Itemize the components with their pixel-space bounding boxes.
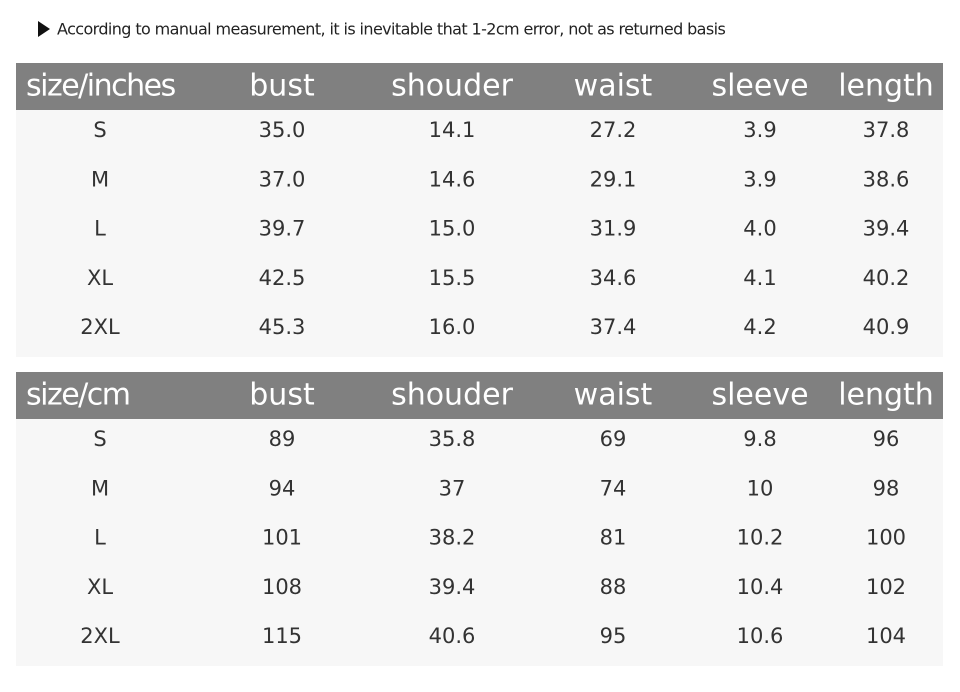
header-cell: waist	[574, 378, 653, 413]
table-cell: 89	[269, 427, 296, 451]
table-cell: 88	[600, 575, 627, 599]
table-cell: 10	[747, 476, 774, 500]
table-cell: L	[94, 526, 106, 550]
table-cell: 100	[866, 526, 906, 550]
table-cell: 4.2	[743, 315, 776, 339]
table-cell: 40.9	[863, 315, 910, 339]
table-cell: 16.0	[429, 315, 476, 339]
table-cell: 108	[262, 575, 302, 599]
table-body	[16, 419, 943, 666]
table-cell: L	[94, 217, 106, 241]
table-cell: 37.0	[259, 167, 306, 191]
table-cell: M	[91, 167, 109, 191]
table-cell: 15.5	[429, 266, 476, 290]
table-cell: 10.6	[737, 624, 784, 648]
header-cell: shouder	[391, 69, 514, 104]
table-cell: 95	[600, 624, 627, 648]
table-cell: XL	[87, 575, 113, 599]
table-cell: XL	[87, 266, 113, 290]
table-cell: 102	[866, 575, 906, 599]
header-cell: bust	[249, 69, 315, 104]
table-cell: 4.0	[743, 217, 776, 241]
header-cell: length	[838, 69, 934, 104]
table-cell: 15.0	[429, 217, 476, 241]
table-cell: 39.4	[429, 575, 476, 599]
table-cell: 38.2	[429, 526, 476, 550]
table-cell: 35.0	[259, 118, 306, 142]
table-cell: 81	[600, 526, 627, 550]
table-cell: S	[93, 427, 106, 451]
header-band	[16, 63, 943, 110]
header-cell: sleeve	[711, 69, 808, 104]
table-cell: 2XL	[80, 624, 120, 648]
table-cell: 40.6	[429, 624, 476, 648]
table-cell: 40.2	[863, 266, 910, 290]
table-cell: S	[93, 118, 106, 142]
table-cell: 42.5	[259, 266, 306, 290]
table-cell: 35.8	[429, 427, 476, 451]
header-cell: length	[838, 378, 934, 413]
table-cell: 96	[873, 427, 900, 451]
header-band	[16, 372, 943, 419]
table-cell: 69	[600, 427, 627, 451]
table-cell: 37.4	[590, 315, 637, 339]
table-cell: 27.2	[590, 118, 637, 142]
table-cell: 4.1	[743, 266, 776, 290]
table-cell: 9.8	[743, 427, 776, 451]
table-cell: 45.3	[259, 315, 306, 339]
header-cell: bust	[249, 378, 315, 413]
table-cell: 74	[600, 476, 627, 500]
header-cell: shouder	[391, 378, 514, 413]
header-cell: size/cm	[26, 378, 130, 413]
note: According to manual measurement, it is i…	[57, 20, 725, 39]
header-cell: sleeve	[711, 378, 808, 413]
table-body	[16, 110, 943, 357]
table-cell: 115	[262, 624, 302, 648]
table-cell: 29.1	[590, 167, 637, 191]
table-cell: 98	[873, 476, 900, 500]
header-cell: size/inches	[26, 69, 176, 104]
table-cell: 37	[439, 476, 466, 500]
table-cell: 37.8	[863, 118, 910, 142]
table-cell: 104	[866, 624, 906, 648]
table-cell: 38.6	[863, 167, 910, 191]
table-cell: 2XL	[80, 315, 120, 339]
table-cell: 34.6	[590, 266, 637, 290]
table-cell: 3.9	[743, 118, 776, 142]
table-cell: 94	[269, 476, 296, 500]
table-cell: M	[91, 476, 109, 500]
table-cell: 14.1	[429, 118, 476, 142]
table-cell: 31.9	[590, 217, 637, 241]
note-arrow	[38, 21, 50, 37]
table-cell: 10.4	[737, 575, 784, 599]
table-cell: 10.2	[737, 526, 784, 550]
header-cell: waist	[574, 69, 653, 104]
table-cell: 39.7	[259, 217, 306, 241]
table-cell: 3.9	[743, 167, 776, 191]
table-cell: 14.6	[429, 167, 476, 191]
table-cell: 39.4	[863, 217, 910, 241]
table-cell: 101	[262, 526, 302, 550]
